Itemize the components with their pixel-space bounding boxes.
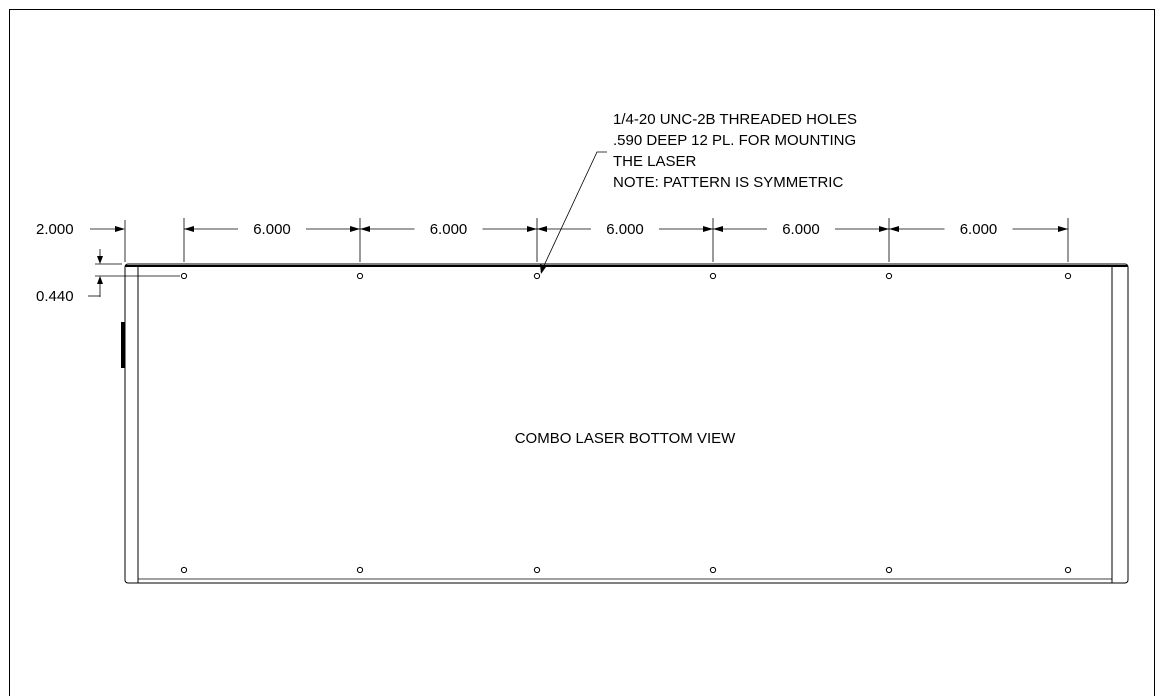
hole-spacing-label: 6.000 xyxy=(782,221,820,238)
side-connector-tab xyxy=(121,322,125,368)
hole-row-offset-label: 0.440 xyxy=(36,288,74,305)
laser-outline xyxy=(124,263,1129,584)
hole-spacing-label: 6.000 xyxy=(960,221,998,238)
mounting-hole xyxy=(180,272,188,280)
dimension-arrow xyxy=(889,226,899,232)
dimension-arrow xyxy=(879,226,889,232)
dimension-arrow xyxy=(350,226,360,232)
mounting-hole xyxy=(533,272,541,280)
hole-spacing-label: 6.000 xyxy=(253,221,291,238)
mounting-hole xyxy=(533,566,541,574)
edge-offset-dimension: 2.000 xyxy=(36,220,126,262)
dimension-arrow xyxy=(527,226,537,232)
mounting-hole xyxy=(885,566,893,574)
note-line-4: NOTE: PATTERN IS SYMMETRIC xyxy=(613,174,843,191)
dimension-arrow xyxy=(360,226,370,232)
hole-spacing-label: 6.000 xyxy=(430,221,468,238)
dimension-arrow xyxy=(703,226,713,232)
hole-spacing-label: 6.000 xyxy=(606,221,644,238)
edge-offset-label: 2.000 xyxy=(36,221,74,238)
laser-body xyxy=(121,263,1129,584)
dimension-arrow xyxy=(1058,226,1068,232)
mounting-hole xyxy=(356,566,364,574)
note-line-2: .590 DEEP 12 PL. FOR MOUNTING xyxy=(613,132,856,149)
mounting-hole xyxy=(709,272,717,280)
sheet-border xyxy=(9,9,1155,696)
mounting-hole xyxy=(1064,566,1072,574)
mounting-hole xyxy=(709,566,717,574)
dimension-arrow xyxy=(537,226,547,232)
hole-row-offset-dimension: 0.440 xyxy=(36,249,180,305)
mounting-holes xyxy=(180,272,1072,574)
dimension-arrow xyxy=(713,226,723,232)
hole-spacing-dimensions: 6.000 6.000 6.000 6.000 6.000 xyxy=(183,218,1069,262)
note-line-3: THE LASER xyxy=(613,153,697,170)
view-label: COMBO LASER BOTTOM VIEW xyxy=(515,430,736,447)
mounting-hole xyxy=(180,566,188,574)
hole-note: 1/4-20 UNC-2B THREADED HOLES .590 DEEP 1… xyxy=(613,111,861,191)
note-line-1: 1/4-20 UNC-2B THREADED HOLES xyxy=(613,111,857,128)
mounting-hole xyxy=(356,272,364,280)
note-leader xyxy=(540,151,607,274)
mounting-hole xyxy=(1064,272,1072,280)
dimension-arrow xyxy=(184,226,194,232)
mounting-hole xyxy=(885,272,893,280)
